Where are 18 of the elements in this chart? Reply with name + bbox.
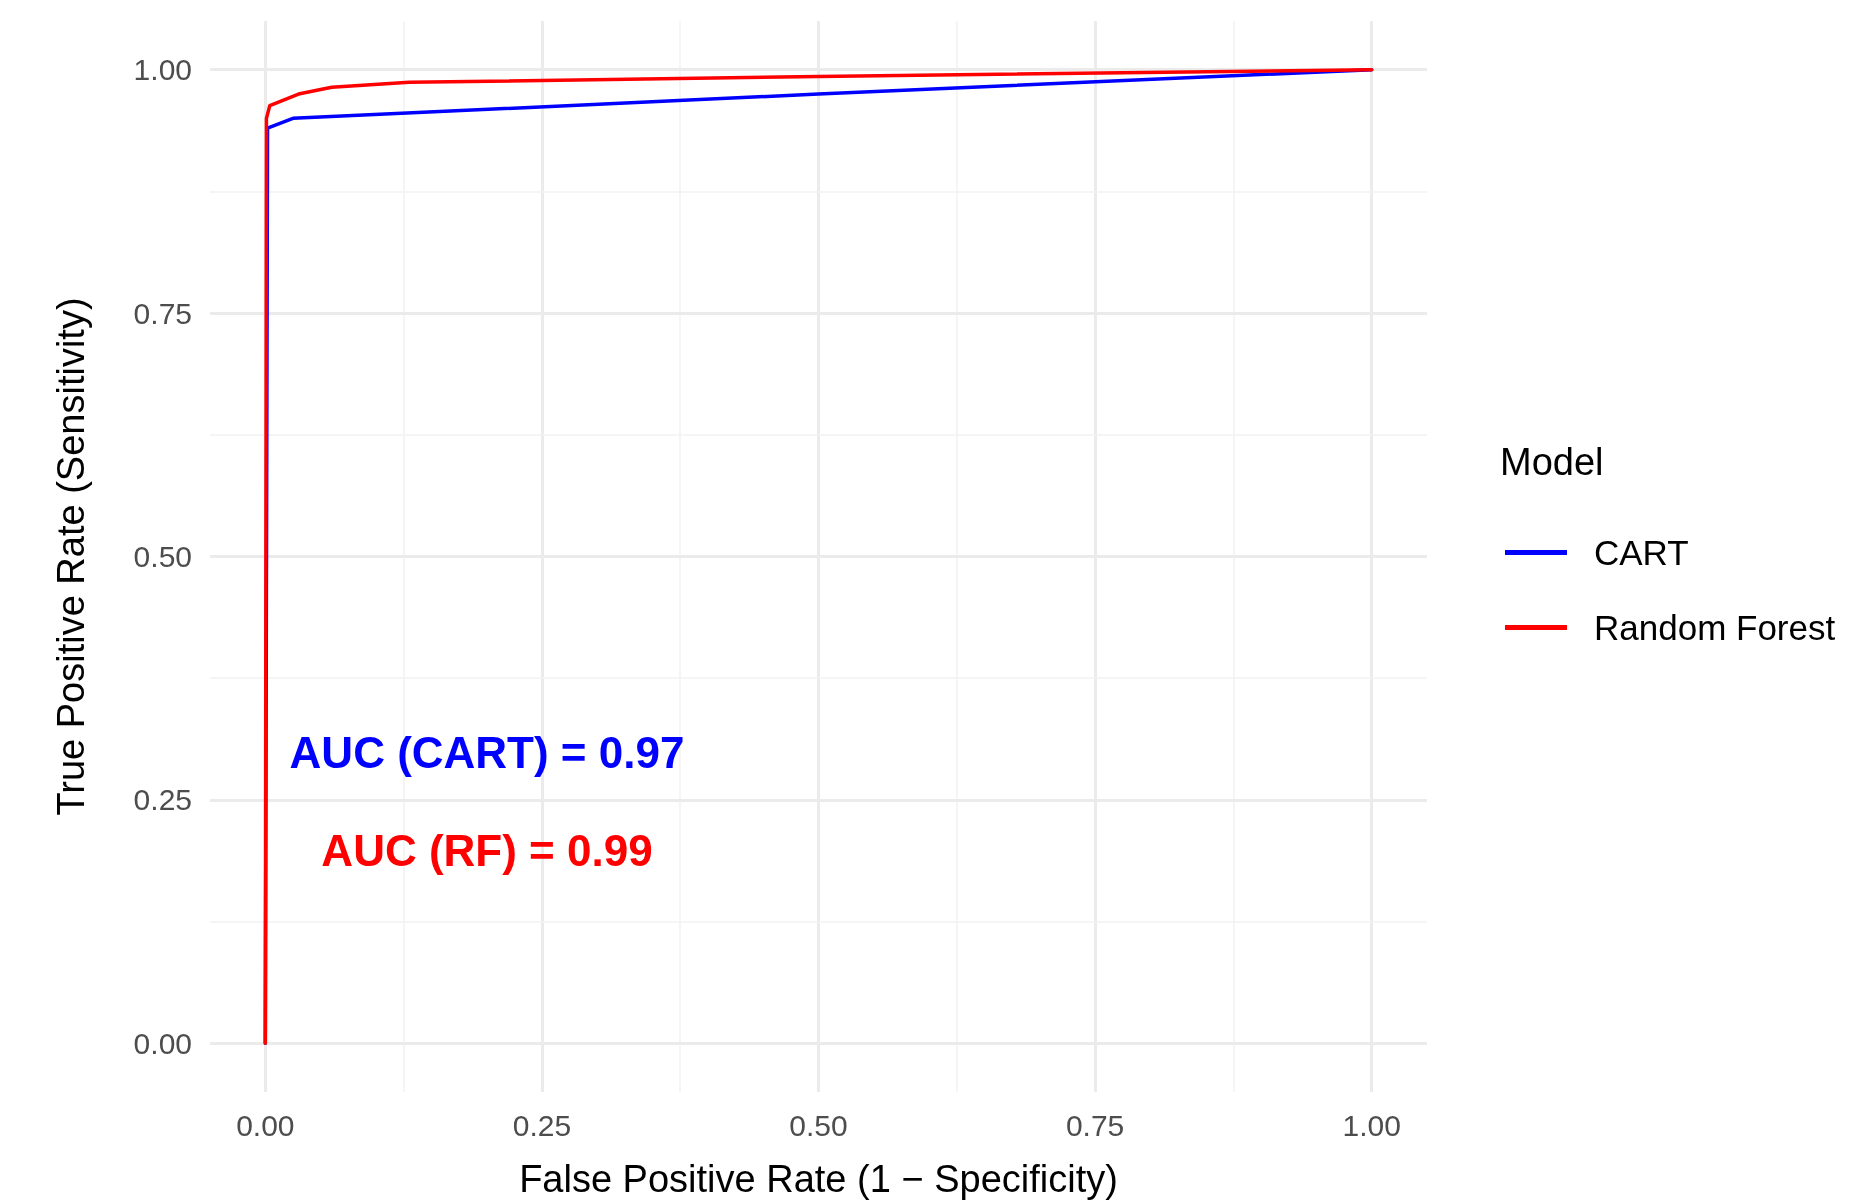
legend-title: Model bbox=[1500, 441, 1604, 483]
x-axis-title: False Positive Rate (1 − Specificity) bbox=[519, 1158, 1118, 1200]
annotation: AUC (CART) = 0.97 bbox=[289, 727, 685, 777]
x-tick-label: 0.00 bbox=[236, 1108, 295, 1142]
y-tick-label: 0.00 bbox=[133, 1026, 192, 1060]
annotation: AUC (RF) = 0.99 bbox=[321, 825, 653, 875]
line-series bbox=[263, 67, 1374, 1046]
y-tick-label: 1.00 bbox=[133, 53, 192, 87]
legend-label: Random Forest bbox=[1594, 608, 1836, 647]
y-tick-label: 0.75 bbox=[133, 296, 192, 330]
y-tick-label: 0.50 bbox=[133, 540, 192, 573]
x-tick-label: 0.25 bbox=[512, 1108, 572, 1142]
legend-label: CART bbox=[1594, 533, 1689, 572]
x-tick-label: 0.50 bbox=[789, 1108, 848, 1142]
x-tick-label: 1.00 bbox=[1342, 1108, 1401, 1142]
y-axis-title: True Positive Rate (Sensitivity) bbox=[50, 297, 92, 816]
y-tick-label: 0.25 bbox=[133, 783, 192, 817]
x-tick-label: 0.75 bbox=[1065, 1108, 1125, 1142]
